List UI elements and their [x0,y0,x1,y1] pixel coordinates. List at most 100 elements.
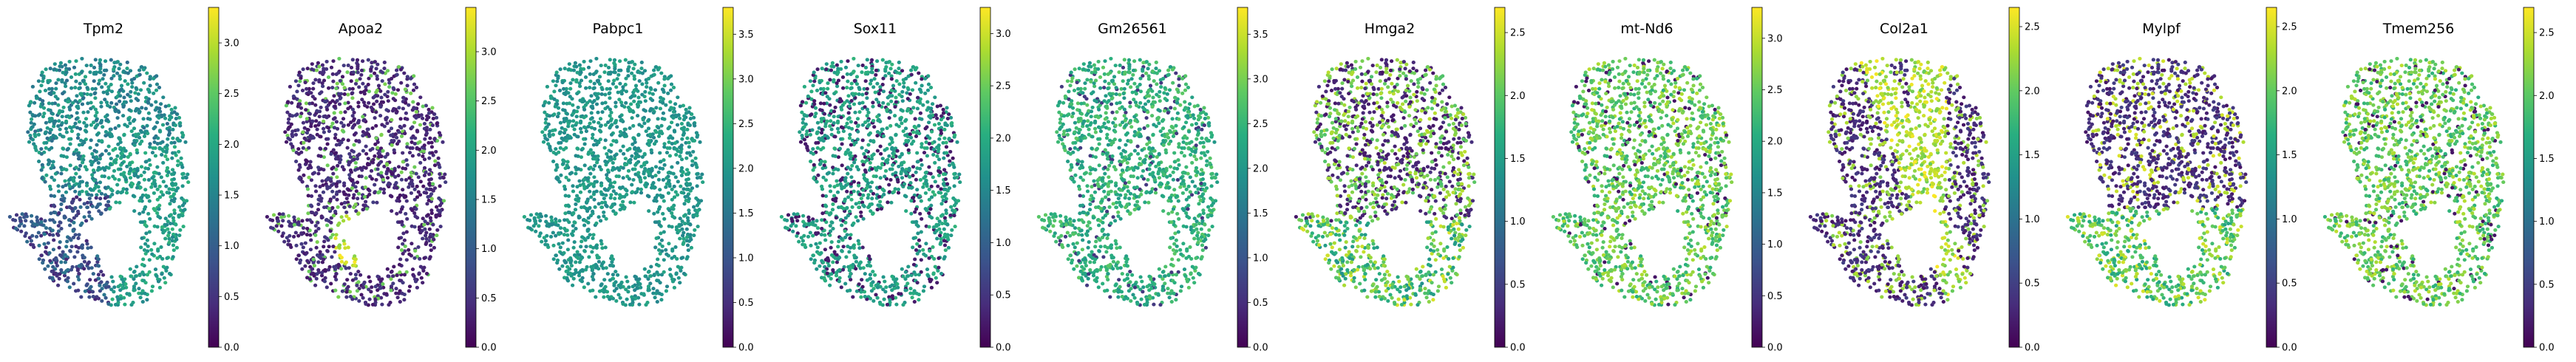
scatter-point [50,86,54,91]
scatter-point [412,120,417,125]
scatter-point [96,161,101,165]
scatter-point [845,121,849,126]
scatter-point [375,88,379,92]
scatter-point [288,243,293,247]
scatter-point [296,128,300,132]
scatter-point [600,101,605,106]
scatter-point [85,86,89,90]
scatter-point [50,139,54,143]
scatter-point [405,83,409,88]
scatter-point [159,102,163,106]
scatter-point [595,253,599,258]
scatter-point [404,199,409,203]
scatter-point [104,100,109,105]
scatter-point [573,61,577,65]
scatter-point [602,146,607,150]
scatter-point [398,300,402,304]
scatter-point [815,226,820,230]
scatter-point [117,110,121,115]
scatter-point [174,222,178,227]
scatter-point [668,100,673,104]
scatter-point [577,179,582,183]
scatter-point [318,146,322,151]
scatter-point [390,143,394,147]
scatter-point [563,166,568,171]
scatter-point [656,170,661,174]
colorbar-tick-label: 1.0 [738,253,754,264]
scatter-point [426,222,430,226]
scatter-point [346,284,350,289]
scatter-point [89,284,93,289]
scatter-point [402,273,407,277]
scatter-point [94,181,99,185]
scatter-point [840,223,844,228]
scatter-point [68,163,72,168]
scatter-point [146,244,150,248]
scatter-point [103,296,108,300]
scatter-point [412,82,417,86]
scatter-point [674,225,679,229]
scatter-point [392,264,396,269]
scatter-point [860,70,864,75]
scatter-point [123,148,128,153]
scatter-point [174,182,178,186]
scatter-point [641,117,645,122]
scatter-point [53,271,58,276]
scatter-point [100,139,104,143]
scatter-point [878,165,883,170]
scatter-point [99,280,103,284]
scatter-point [163,104,168,109]
scatter-point [100,85,104,89]
scatter-point [395,68,399,72]
scatter-point [31,243,35,247]
scatter-point [364,207,369,211]
scatter-point [438,225,443,229]
scatter-point [604,266,608,270]
scatter-point [385,121,390,126]
scatter-point [658,166,662,171]
scatter-point [24,212,28,216]
scatter-point [562,159,566,163]
scatter-point [288,233,292,238]
scatter-point [52,67,57,72]
scatter-point [373,116,377,120]
scatter-point [679,149,683,154]
scatter-point [609,110,614,115]
scatter-point [64,126,69,131]
colorbar-tick-label: 0.0 [481,343,497,354]
scatter-point [648,109,653,113]
scatter-point [631,123,636,128]
scatter-point [582,59,586,64]
scatter-point [49,194,53,198]
scatter-point [180,214,185,218]
scatter-point [107,207,112,211]
scatter-point [361,115,365,119]
scatter-point [653,165,659,169]
scatter-point [340,75,345,79]
scatter-point [323,276,327,280]
scatter-point [99,191,104,196]
scatter-point [54,257,58,262]
scatter-point [824,67,829,72]
scatter-point [301,130,305,134]
scatter-point [552,112,557,117]
scatter-point [653,245,658,250]
scatter-point [658,188,662,192]
scatter-point [612,157,616,161]
scatter-point [541,140,546,144]
scatter-point [80,180,84,184]
scatter-point [660,194,665,198]
scatter-point [369,67,373,72]
scatter-point [41,106,47,110]
scatter-point [432,245,436,250]
scatter-point [911,165,916,169]
scatter-point [397,262,402,267]
scatter-point [163,281,168,285]
scatter-point [937,122,941,126]
scatter-point [347,173,352,177]
scatter-point [135,264,139,269]
scatter-point [48,276,52,280]
scatter-point [137,135,142,140]
scatter-point [311,136,316,140]
scatter-point [572,132,577,137]
